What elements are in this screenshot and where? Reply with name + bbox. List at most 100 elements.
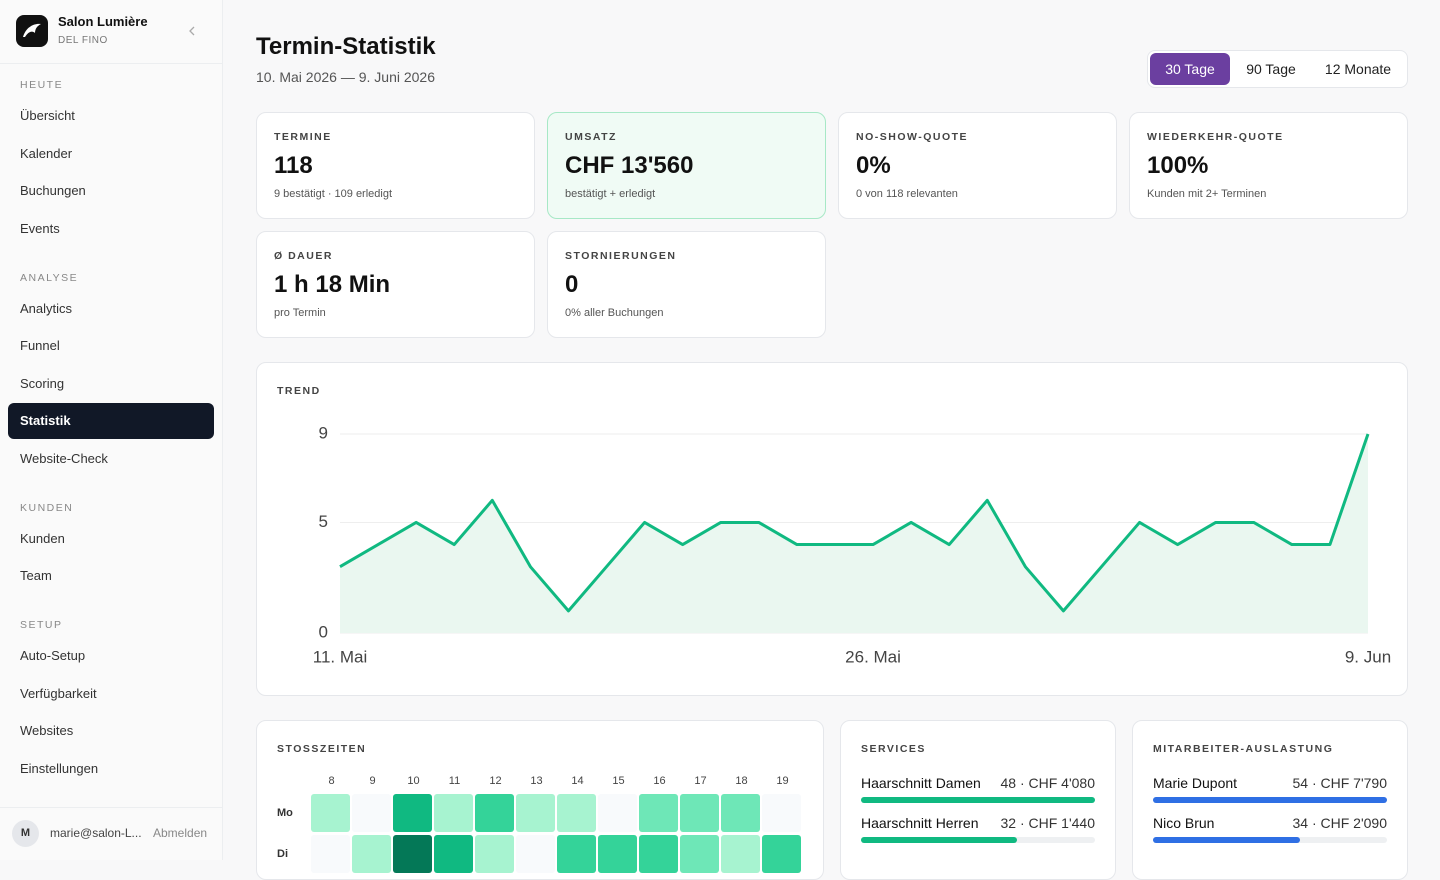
nav-item[interactable]: Statistik [8,403,214,439]
period-option[interactable]: 12 Monate [1324,61,1392,77]
heat-cell [639,794,678,832]
kpi-value: 100% [1147,152,1209,179]
collapse-button[interactable] [186,25,198,37]
row-stats: 48 · CHF 4'080 [1000,775,1096,791]
heat-cell [516,835,555,873]
hour-label: 12 [489,775,502,787]
heat-cell [598,794,637,832]
hour-label: 14 [571,775,584,787]
brand-sub: DEL FINO [58,35,108,46]
heat-cell [598,835,637,873]
heat-cell [475,794,514,832]
card-title: TREND [277,385,321,397]
nav-item[interactable]: Buchungen [20,183,86,198]
nav-item[interactable]: Scoring [20,375,65,391]
kpi-label: STORNIERUNGEN [565,250,677,262]
page: Salon Lumière DEL FINO HEUTE Übersicht Kal… [0,0,1408,880]
kpi-note: 0% aller Buchungen [565,307,664,319]
heat-cell [434,835,473,873]
kpi-card: NO-SHOW-QUOTE 0% 0 von 118 relevanten [838,112,1117,219]
nav-item[interactable]: Analytics [20,300,73,316]
heat-cell [475,835,514,873]
user-email: marie@salon-L... [50,826,142,840]
logout[interactable]: Abmelden [153,826,208,840]
nav-item[interactable]: Website-Check [20,450,108,466]
period-option[interactable]: 30 Tage [1150,53,1230,85]
nav-item[interactable]: Kalender [20,145,73,161]
heat-cell [557,794,596,832]
heat-cell [393,835,432,873]
kpi-note: pro Termin [274,307,326,319]
heat-cell [680,835,719,873]
avatar: M [12,820,39,847]
nav-section-title: SETUP [20,619,63,631]
heat-cell [516,794,555,832]
kpi-label: NO-SHOW-QUOTE [856,131,969,143]
brand: Salon Lumière [58,14,148,29]
heat-cell [393,794,432,832]
divider [0,807,222,808]
nav-item[interactable]: Team [20,568,52,583]
row-name: Nico Brun [1153,815,1215,831]
nav-section-title: HEUTE [20,79,64,91]
hour-label: 8 [328,775,335,787]
heat-cell [762,835,801,873]
page-title: Termin-Statistik [256,33,436,60]
kpi-card: WIEDERKEHR-QUOTE 100% Kunden mit 2+ Termin… [1129,112,1408,219]
card-title: SERVICES [861,743,926,755]
hour-label: 13 [530,775,543,787]
staff-card: MITARBEITER-AUSLASTUNG Marie Dupont 54 · … [1132,720,1408,880]
hour-label: 16 [653,775,666,787]
kpi-note: Kunden mit 2+ Terminen [1147,188,1267,200]
nav-item[interactable]: Events [20,220,60,236]
kpi-card: UMSATZ CHF 13'560 bestätigt + erledigt [547,112,826,219]
kpi-card: STORNIERUNGEN 0 0% aller Buchungen [547,231,826,338]
kpi-note: 0 von 118 relevanten [856,188,958,200]
heat-cell [352,794,391,832]
heat-cell [557,835,596,873]
bar [861,797,1095,803]
nav-item[interactable]: Funnel [20,338,60,353]
row-stats: 32 · CHF 1'440 [1000,815,1096,831]
heat-cell [721,794,760,832]
kpi-value: 0% [856,152,891,179]
hour-label: 9 [369,775,376,787]
kpi-card: TERMINE 118 9 bestätigt · 109 erledigt [256,112,535,219]
kpi-label: WIEDERKEHR-QUOTE [1147,131,1284,143]
card-title: STOSSZEITEN [277,743,367,755]
heatmap-card: STOSSZEITEN 8 9 10 11 12 13 14 15 16 17 18 19 Mo Di [256,720,824,880]
nav-item[interactable]: Übersicht [20,108,75,123]
nav-item[interactable]: Verfügbarkeit [20,685,97,701]
trend-card: TREND [256,362,1408,696]
nav-item[interactable]: Auto-Setup [20,648,86,663]
heat-cell [639,835,678,873]
kpi-note: bestätigt + erledigt [565,188,656,200]
day-label: Mo [277,807,293,819]
sidebar: Salon Lumière DEL FINO HEUTE Übersicht Kal… [0,0,223,860]
kpi-note: 9 bestätigt · 109 erledigt [274,188,393,200]
kpi-label: TERMINE [274,131,332,143]
row-stats: 54 · CHF 7'790 [1292,775,1388,791]
nav-item[interactable]: Kunden [20,530,65,546]
hour-label: 17 [694,775,707,787]
heat-cell [311,794,350,832]
period-switch: 30 Tage 90 Tage 12 Monate [1147,50,1408,88]
bar [1153,797,1387,803]
date-range: 10. Mai 2026 — 9. Juni 2026 [256,69,436,85]
heat-cell [311,835,350,873]
card-title: MITARBEITER-AUSLASTUNG [1153,743,1334,755]
hour-label: 18 [735,775,748,787]
nav-item[interactable]: Einstellungen [20,760,99,776]
kpi-label: Ø DAUER [274,250,333,262]
nav-item[interactable]: Websites [20,723,74,738]
hour-label: 11 [448,775,461,787]
period-option[interactable]: 90 Tage [1246,61,1296,77]
logo-icon [23,23,41,37]
kpi-value: CHF 13'560 [565,152,694,179]
logo [16,15,48,47]
bar [1153,837,1301,843]
hour-label: 10 [407,775,420,787]
kpi-card: Ø DAUER 1 h 18 Min pro Termin [256,231,535,338]
kpi-label: UMSATZ [565,131,617,143]
day-label: Di [277,848,288,860]
